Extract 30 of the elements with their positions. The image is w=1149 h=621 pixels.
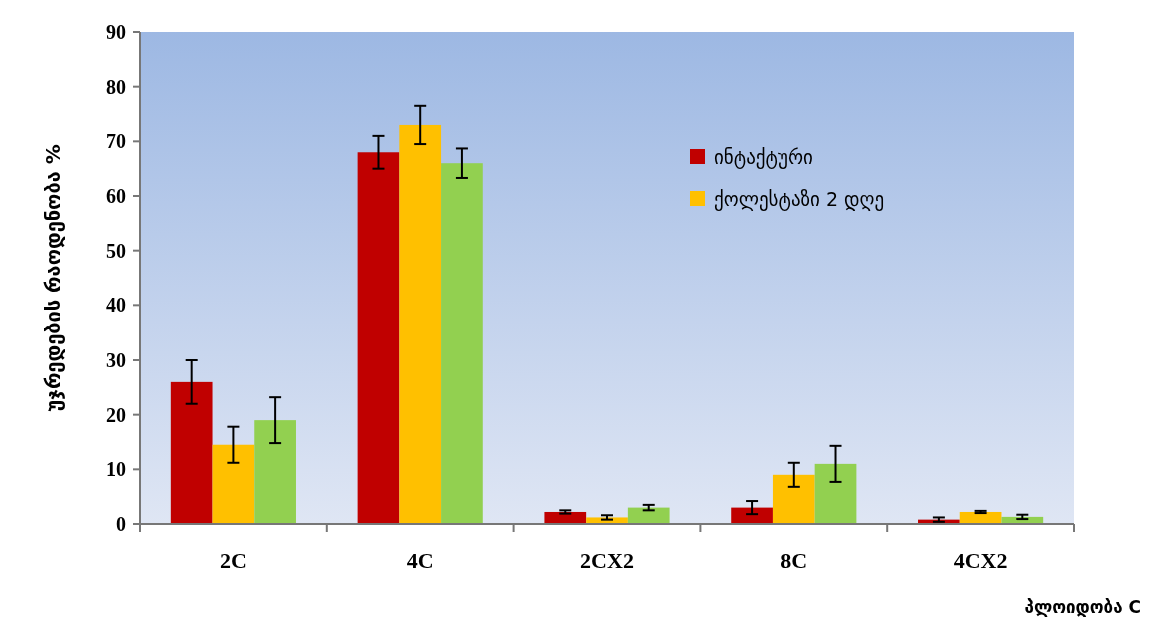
x-tick-label: 8C [780,548,808,573]
bar [731,507,773,524]
y-axis-title: უჯრედების რაოდენობა % [41,144,65,412]
bar [544,511,587,524]
bar [212,444,255,524]
x-tick-label: 2C [219,548,247,573]
y-tick-label: 70 [106,130,126,153]
bar [627,507,670,524]
bar [357,152,400,524]
legend-label: ქოლესტაზი 2 დღე [714,187,885,211]
bar [170,381,213,524]
bar [399,124,442,524]
x-tick-label: 4C [406,548,434,573]
y-tick-label: 30 [106,349,126,371]
bar [772,474,815,524]
y-tick-label: 90 [106,21,126,43]
legend-label: ინტაქტური [714,145,813,169]
x-axis-title: პლოიდობა C [1024,597,1141,617]
bar [814,463,857,524]
y-tick-label: 60 [106,185,126,207]
y-tick-label: 40 [106,294,126,317]
x-tick-label: 4CX2 [953,548,1008,573]
bar [441,163,483,524]
y-tick-label: 10 [106,458,126,481]
y-tick-label: 0 [116,513,126,535]
x-tick-label: 2CX2 [580,548,634,573]
y-tick-label: 50 [106,239,126,262]
bar [254,420,296,524]
y-tick-label: 20 [106,403,126,426]
y-tick-label: 80 [106,75,126,98]
